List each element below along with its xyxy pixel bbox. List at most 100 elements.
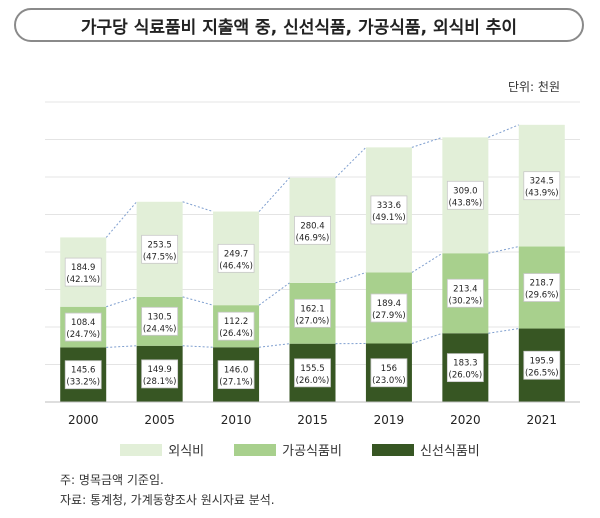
data-label-value: 253.5 bbox=[147, 240, 171, 250]
data-label-box bbox=[446, 278, 484, 308]
x-tick-label: 2010 bbox=[221, 413, 252, 427]
data-label-value: 162.1 bbox=[300, 304, 324, 314]
x-tick-label: 2015 bbox=[297, 413, 328, 427]
legend-label-processed: 가공식품비 bbox=[282, 444, 342, 459]
legend-swatch-processed bbox=[234, 443, 277, 456]
data-label-value: 112.2 bbox=[224, 317, 248, 327]
notes: 주: 명목금액 기준임. 자료: 통계청, 가계동향조사 원시자료 분석. bbox=[60, 470, 275, 510]
data-label-value: 249.7 bbox=[224, 249, 248, 259]
data-label-share: (46.9%) bbox=[296, 233, 330, 243]
x-tick-label: 2005 bbox=[144, 413, 175, 427]
connector-line bbox=[335, 147, 367, 179]
data-label-share: (30.2%) bbox=[449, 296, 483, 306]
data-label-value: 155.5 bbox=[300, 364, 324, 374]
legend-item-fresh: 신선식품비 bbox=[371, 440, 480, 459]
data-label-box bbox=[370, 358, 408, 388]
data-label-value: 309.0 bbox=[453, 186, 477, 196]
data-label-box bbox=[64, 360, 102, 390]
connector-line bbox=[488, 246, 519, 254]
data-label-share: (46.4%) bbox=[219, 261, 253, 271]
legend: 외식비 가공식품비 신선식품비 bbox=[0, 440, 600, 459]
data-label-share: (23.0%) bbox=[372, 376, 406, 386]
data-label-value: 108.4 bbox=[71, 318, 95, 328]
data-label-box bbox=[523, 273, 561, 302]
data-label-share: (28.1%) bbox=[143, 377, 177, 387]
data-label-box bbox=[370, 195, 408, 225]
connector-line bbox=[182, 201, 214, 213]
connector-line bbox=[106, 296, 137, 308]
data-label-value: 145.6 bbox=[71, 366, 95, 376]
data-label-box bbox=[217, 311, 255, 341]
data-label-value: 149.9 bbox=[147, 365, 171, 375]
data-label-box bbox=[141, 359, 179, 389]
data-label-share: (26.5%) bbox=[525, 368, 559, 378]
connector-line bbox=[411, 332, 443, 344]
legend-item-dining: 외식비 bbox=[120, 440, 204, 459]
data-label-value: 195.9 bbox=[530, 356, 554, 366]
data-label-box bbox=[523, 171, 561, 201]
connector-line bbox=[105, 201, 138, 238]
data-label-share: (33.2%) bbox=[66, 378, 100, 388]
connector-line bbox=[259, 343, 290, 348]
chart-title: 가구당 식료품비 지출액 중, 신선식품, 가공식품, 외식비 추이 bbox=[14, 8, 584, 42]
data-label-box bbox=[141, 306, 179, 336]
legend-swatch-dining bbox=[120, 443, 163, 456]
data-label-share: (43.9%) bbox=[525, 189, 559, 199]
data-label-share: (27.0%) bbox=[296, 316, 330, 326]
data-label-share: (29.6%) bbox=[525, 291, 559, 301]
data-label-value: 333.6 bbox=[377, 201, 401, 211]
x-tick-label: 2000 bbox=[68, 413, 99, 427]
connector-line bbox=[106, 345, 137, 348]
data-label-value: 183.3 bbox=[453, 359, 477, 369]
data-label-box bbox=[446, 353, 484, 383]
data-label-box bbox=[294, 215, 331, 245]
data-label-value: 156 bbox=[381, 364, 397, 374]
data-label-box bbox=[64, 257, 102, 287]
note-source: 자료: 통계청, 가계동향조사 원시자료 분석. bbox=[60, 493, 275, 507]
connector-line bbox=[335, 272, 367, 284]
connector-line bbox=[488, 124, 519, 138]
legend-item-processed: 가공식품비 bbox=[234, 440, 342, 459]
note-basis: 주: 명목금액 기준임. bbox=[60, 473, 164, 487]
data-label-box bbox=[217, 360, 255, 390]
data-label-share: (42.1%) bbox=[66, 275, 100, 285]
data-label-box bbox=[294, 358, 331, 388]
data-label-box bbox=[523, 350, 561, 380]
data-label-value: 218.7 bbox=[530, 279, 554, 289]
data-label-share: (24.4%) bbox=[143, 324, 177, 334]
data-label-box bbox=[64, 312, 102, 342]
connector-line bbox=[488, 328, 519, 334]
unit-label: 단위: 천원 bbox=[507, 80, 560, 94]
x-tick-label: 2020 bbox=[450, 413, 481, 427]
data-label-share: (47.5%) bbox=[143, 252, 177, 262]
data-label-share: (24.7%) bbox=[66, 330, 100, 340]
x-tick-label: 2021 bbox=[527, 413, 558, 427]
data-label-box bbox=[141, 234, 179, 264]
connector-line bbox=[258, 177, 290, 212]
data-label-share: (26.4%) bbox=[219, 329, 253, 339]
data-label-value: 280.4 bbox=[300, 221, 324, 231]
legend-label-dining: 외식비 bbox=[168, 444, 205, 459]
data-label-share: (49.1%) bbox=[372, 213, 406, 223]
data-label-value: 184.9 bbox=[71, 263, 95, 273]
data-label-box bbox=[217, 243, 255, 273]
data-label-value: 324.5 bbox=[530, 177, 554, 187]
data-label-value: 213.4 bbox=[453, 284, 477, 294]
data-label-share: (27.9%) bbox=[372, 311, 406, 321]
data-label-share: (26.0%) bbox=[296, 376, 330, 386]
data-label-box bbox=[294, 298, 331, 328]
data-label-box bbox=[370, 293, 408, 323]
data-label-share: (26.0%) bbox=[449, 371, 483, 381]
data-label-value: 189.4 bbox=[377, 299, 401, 309]
legend-swatch-fresh bbox=[371, 443, 414, 456]
connector-line bbox=[258, 282, 290, 306]
connector-line bbox=[411, 252, 443, 273]
stacked-bar-chart: 145.6 (33.2%) 108.4 (24.7%) 184.9 (42.1%) 2000… bbox=[45, 101, 580, 427]
data-label-box bbox=[446, 180, 484, 210]
connector-line bbox=[411, 136, 443, 148]
x-tick-label: 2019 bbox=[374, 413, 405, 427]
connector-line bbox=[182, 296, 214, 306]
data-label-share: (43.8%) bbox=[449, 198, 483, 208]
data-label-value: 146.0 bbox=[224, 366, 248, 376]
data-label-value: 130.5 bbox=[147, 312, 171, 322]
